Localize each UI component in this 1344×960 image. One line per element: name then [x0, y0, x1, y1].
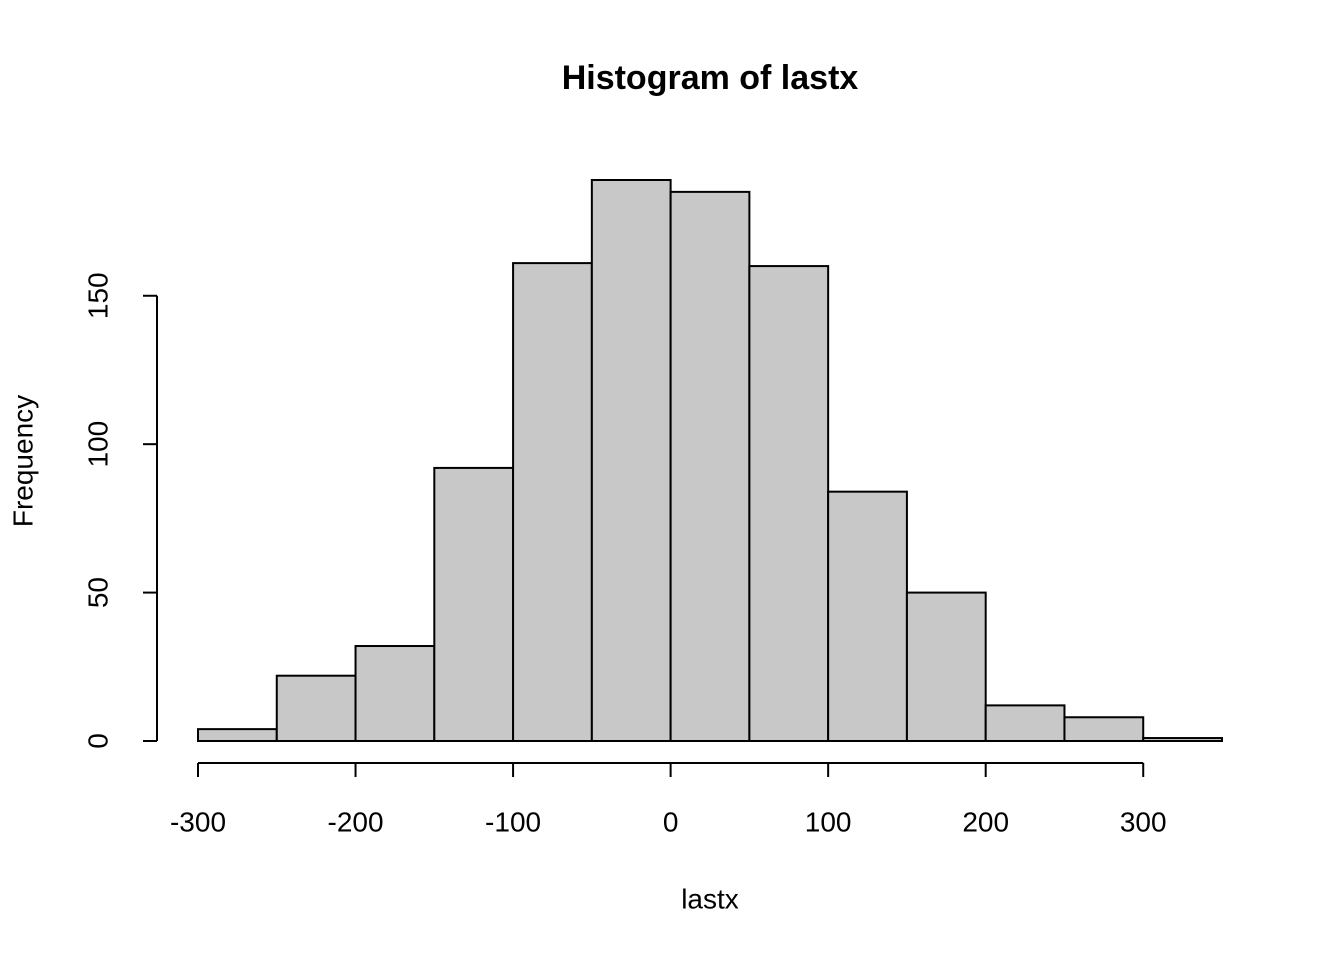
- y-tick-label: 150: [82, 272, 113, 319]
- bar: [512, 262, 593, 742]
- bar: [669, 190, 751, 743]
- bar: [354, 645, 436, 742]
- x-tick-label: 300: [1120, 806, 1167, 837]
- bar: [275, 674, 357, 743]
- x-tick-label: -100: [485, 806, 541, 837]
- bar: [748, 265, 830, 742]
- bar: [433, 466, 515, 742]
- bar: [197, 728, 278, 743]
- x-tick-label: 0: [663, 806, 679, 837]
- y-tick-label: 50: [82, 577, 113, 608]
- y-axis-label: Frequency: [7, 395, 38, 527]
- x-tick-label: 100: [805, 806, 852, 837]
- bar: [905, 591, 987, 742]
- x-tick-label: 200: [962, 806, 1009, 837]
- x-tick-label: -300: [170, 806, 226, 837]
- y-tick-label: 0: [82, 733, 113, 749]
- bar: [590, 179, 672, 742]
- bar: [984, 704, 1066, 743]
- chart-title: Histogram of lastx: [562, 59, 859, 97]
- bar: [1142, 737, 1223, 742]
- x-tick-label: -200: [328, 806, 384, 837]
- bar: [827, 490, 908, 742]
- bar: [1063, 716, 1145, 742]
- y-tick-label: 100: [82, 421, 113, 468]
- x-axis-label: lastx: [681, 883, 739, 914]
